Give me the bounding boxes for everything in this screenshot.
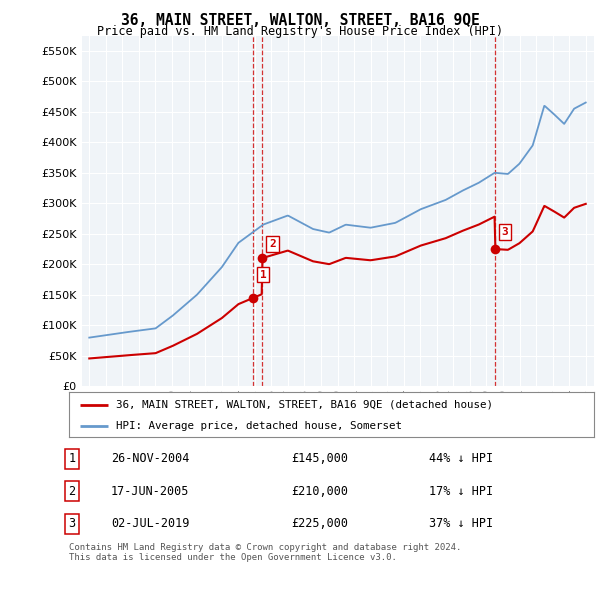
Text: £210,000: £210,000 (291, 484, 348, 498)
Text: 36, MAIN STREET, WALTON, STREET, BA16 9QE (detached house): 36, MAIN STREET, WALTON, STREET, BA16 9Q… (116, 400, 493, 409)
Text: 3: 3 (502, 227, 508, 237)
Text: 3: 3 (68, 517, 76, 530)
Text: Price paid vs. HM Land Registry's House Price Index (HPI): Price paid vs. HM Land Registry's House … (97, 25, 503, 38)
Text: 2: 2 (68, 484, 76, 498)
Text: Contains HM Land Registry data © Crown copyright and database right 2024.
This d: Contains HM Land Registry data © Crown c… (69, 543, 461, 562)
Text: 17% ↓ HPI: 17% ↓ HPI (429, 484, 493, 498)
Text: HPI: Average price, detached house, Somerset: HPI: Average price, detached house, Some… (116, 421, 402, 431)
Text: 02-JUL-2019: 02-JUL-2019 (111, 517, 190, 530)
Text: 36, MAIN STREET, WALTON, STREET, BA16 9QE: 36, MAIN STREET, WALTON, STREET, BA16 9Q… (121, 13, 479, 28)
Text: 1: 1 (68, 452, 76, 466)
Text: 2: 2 (269, 239, 276, 249)
Text: 37% ↓ HPI: 37% ↓ HPI (429, 517, 493, 530)
Text: £145,000: £145,000 (291, 452, 348, 466)
Text: 26-NOV-2004: 26-NOV-2004 (111, 452, 190, 466)
Text: 1: 1 (260, 270, 266, 280)
Text: £225,000: £225,000 (291, 517, 348, 530)
Text: 44% ↓ HPI: 44% ↓ HPI (429, 452, 493, 466)
Text: 17-JUN-2005: 17-JUN-2005 (111, 484, 190, 498)
